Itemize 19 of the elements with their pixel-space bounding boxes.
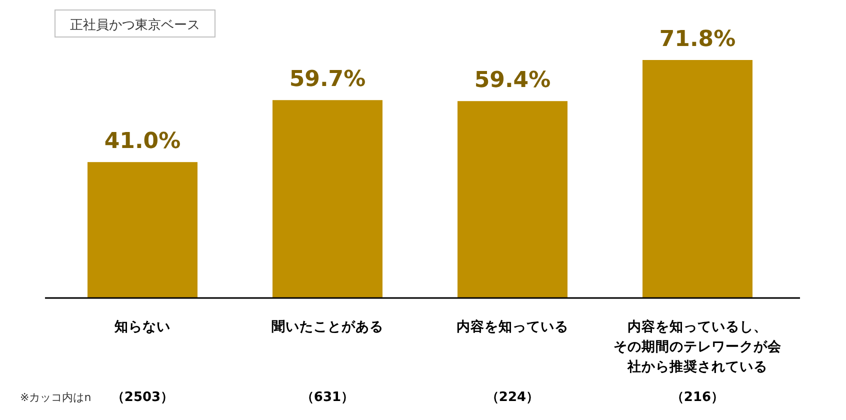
text: （224） — [486, 390, 540, 405]
subtitle-box: 正社員かつ東京ベース — [54, 10, 216, 38]
text: （216） — [670, 390, 724, 405]
bar — [458, 101, 568, 298]
bar — [88, 162, 198, 298]
text: （2503） — [111, 390, 174, 405]
x-tick-label: 内容を知っているし、その期間のテレワークが会社から推奨されている — [614, 318, 782, 375]
data-label: 59.4% — [474, 68, 551, 94]
chart-subtitle: 正社員かつ東京ベース — [70, 18, 200, 33]
x-tick-label: 内容を知っている — [456, 318, 568, 335]
bar — [272, 100, 382, 298]
text: （631） — [300, 390, 354, 405]
x-tick-label: 知らない — [114, 319, 170, 335]
bar — [642, 60, 752, 298]
x-tick-label: 聞いたことがある — [272, 319, 384, 335]
data-label: 71.8% — [659, 27, 736, 52]
data-label: 59.7% — [289, 67, 366, 92]
text: ※カッコ内はn — [20, 391, 92, 404]
data-label: 41.0% — [104, 129, 181, 154]
